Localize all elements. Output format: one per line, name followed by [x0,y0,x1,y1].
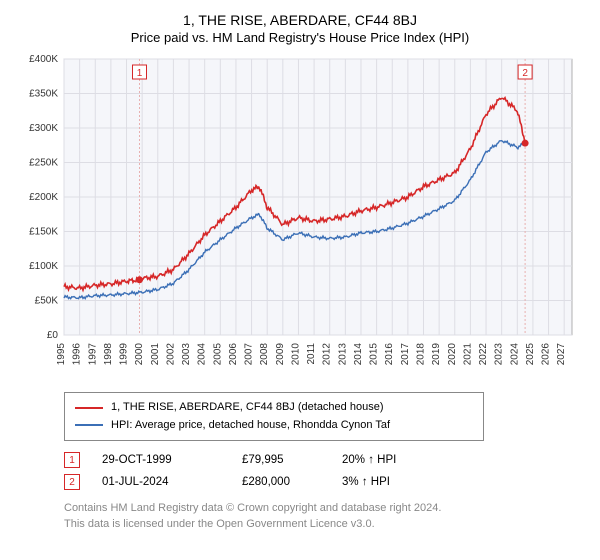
svg-text:1996: 1996 [72,343,83,366]
chart-subtitle: Price paid vs. HM Land Registry's House … [16,30,584,45]
svg-text:£300K: £300K [29,123,58,134]
svg-text:2023: 2023 [494,343,505,366]
svg-text:2011: 2011 [306,343,317,365]
legend-item: 1, THE RISE, ABERDARE, CF44 8BJ (detache… [75,399,473,417]
transaction-price: £79,995 [242,454,342,466]
svg-text:2017: 2017 [400,343,411,366]
transaction-pct: 3% ↑ HPI [342,476,412,488]
svg-text:2010: 2010 [290,343,301,366]
svg-text:2000: 2000 [134,343,145,366]
footnote-line: This data is licensed under the Open Gov… [64,518,375,530]
svg-text:£50K: £50K [35,296,59,307]
legend-label: 1, THE RISE, ABERDARE, CF44 8BJ (detache… [111,399,383,417]
svg-text:2004: 2004 [197,343,208,366]
chart-container: 1, THE RISE, ABERDARE, CF44 8BJ Price pa… [0,0,600,546]
svg-text:1: 1 [137,68,143,79]
svg-text:£350K: £350K [29,89,58,100]
transaction-price: £280,000 [242,476,342,488]
svg-text:£200K: £200K [29,192,58,203]
marker-icon: 1 [64,452,80,468]
footnote-line: Contains HM Land Registry data © Crown c… [64,502,441,514]
footnote: Contains HM Land Registry data © Crown c… [64,501,584,532]
marker-icon: 2 [64,474,80,490]
transactions-table: 1 29-OCT-1999 £79,995 20% ↑ HPI 2 01-JUL… [64,449,584,493]
svg-text:2024: 2024 [509,343,520,366]
svg-text:£250K: £250K [29,158,58,169]
svg-text:2012: 2012 [322,343,333,366]
page-title: 1, THE RISE, ABERDARE, CF44 8BJ [16,12,584,28]
svg-text:£400K: £400K [29,54,58,65]
svg-text:2008: 2008 [259,343,270,366]
svg-text:2: 2 [522,68,528,79]
svg-text:2016: 2016 [384,343,395,366]
transaction-date: 01-JUL-2024 [102,476,242,488]
svg-text:2022: 2022 [478,343,489,366]
svg-text:£150K: £150K [29,227,58,238]
svg-text:£0: £0 [47,330,59,341]
transaction-pct: 20% ↑ HPI [342,454,412,466]
svg-text:1999: 1999 [119,343,130,366]
transaction-date: 29-OCT-1999 [102,454,242,466]
legend-swatch-icon [75,407,103,409]
svg-text:2013: 2013 [337,343,348,366]
svg-text:2027: 2027 [556,343,567,366]
svg-text:2009: 2009 [275,343,286,366]
svg-text:2025: 2025 [525,343,536,366]
table-row: 1 29-OCT-1999 £79,995 20% ↑ HPI [64,449,584,471]
svg-text:1997: 1997 [87,343,98,366]
legend-label: HPI: Average price, detached house, Rhon… [111,417,390,435]
svg-text:2020: 2020 [447,343,458,366]
legend-swatch-icon [75,424,103,426]
legend-item: HPI: Average price, detached house, Rhon… [75,417,473,435]
line-chart-svg: £0 £50K £100K £150K £200K £250K £300K £350K £400… [16,53,576,373]
svg-text:2026: 2026 [541,343,552,366]
svg-text:2003: 2003 [181,343,192,366]
svg-text:2021: 2021 [462,343,473,366]
svg-text:2007: 2007 [244,343,255,366]
svg-text:2018: 2018 [416,343,427,366]
svg-text:2019: 2019 [431,343,442,366]
table-row: 2 01-JUL-2024 £280,000 3% ↑ HPI [64,471,584,493]
svg-text:2002: 2002 [165,343,176,366]
svg-text:2005: 2005 [212,343,223,366]
chart: £0 £50K £100K £150K £200K £250K £300K £350K £400… [16,53,584,378]
svg-text:2014: 2014 [353,343,364,366]
svg-text:2001: 2001 [150,343,161,366]
svg-text:1995: 1995 [56,343,67,366]
svg-text:2006: 2006 [228,343,239,366]
svg-text:£100K: £100K [29,261,58,272]
svg-text:2015: 2015 [369,343,380,366]
svg-text:1998: 1998 [103,343,114,366]
legend: 1, THE RISE, ABERDARE, CF44 8BJ (detache… [64,392,484,441]
